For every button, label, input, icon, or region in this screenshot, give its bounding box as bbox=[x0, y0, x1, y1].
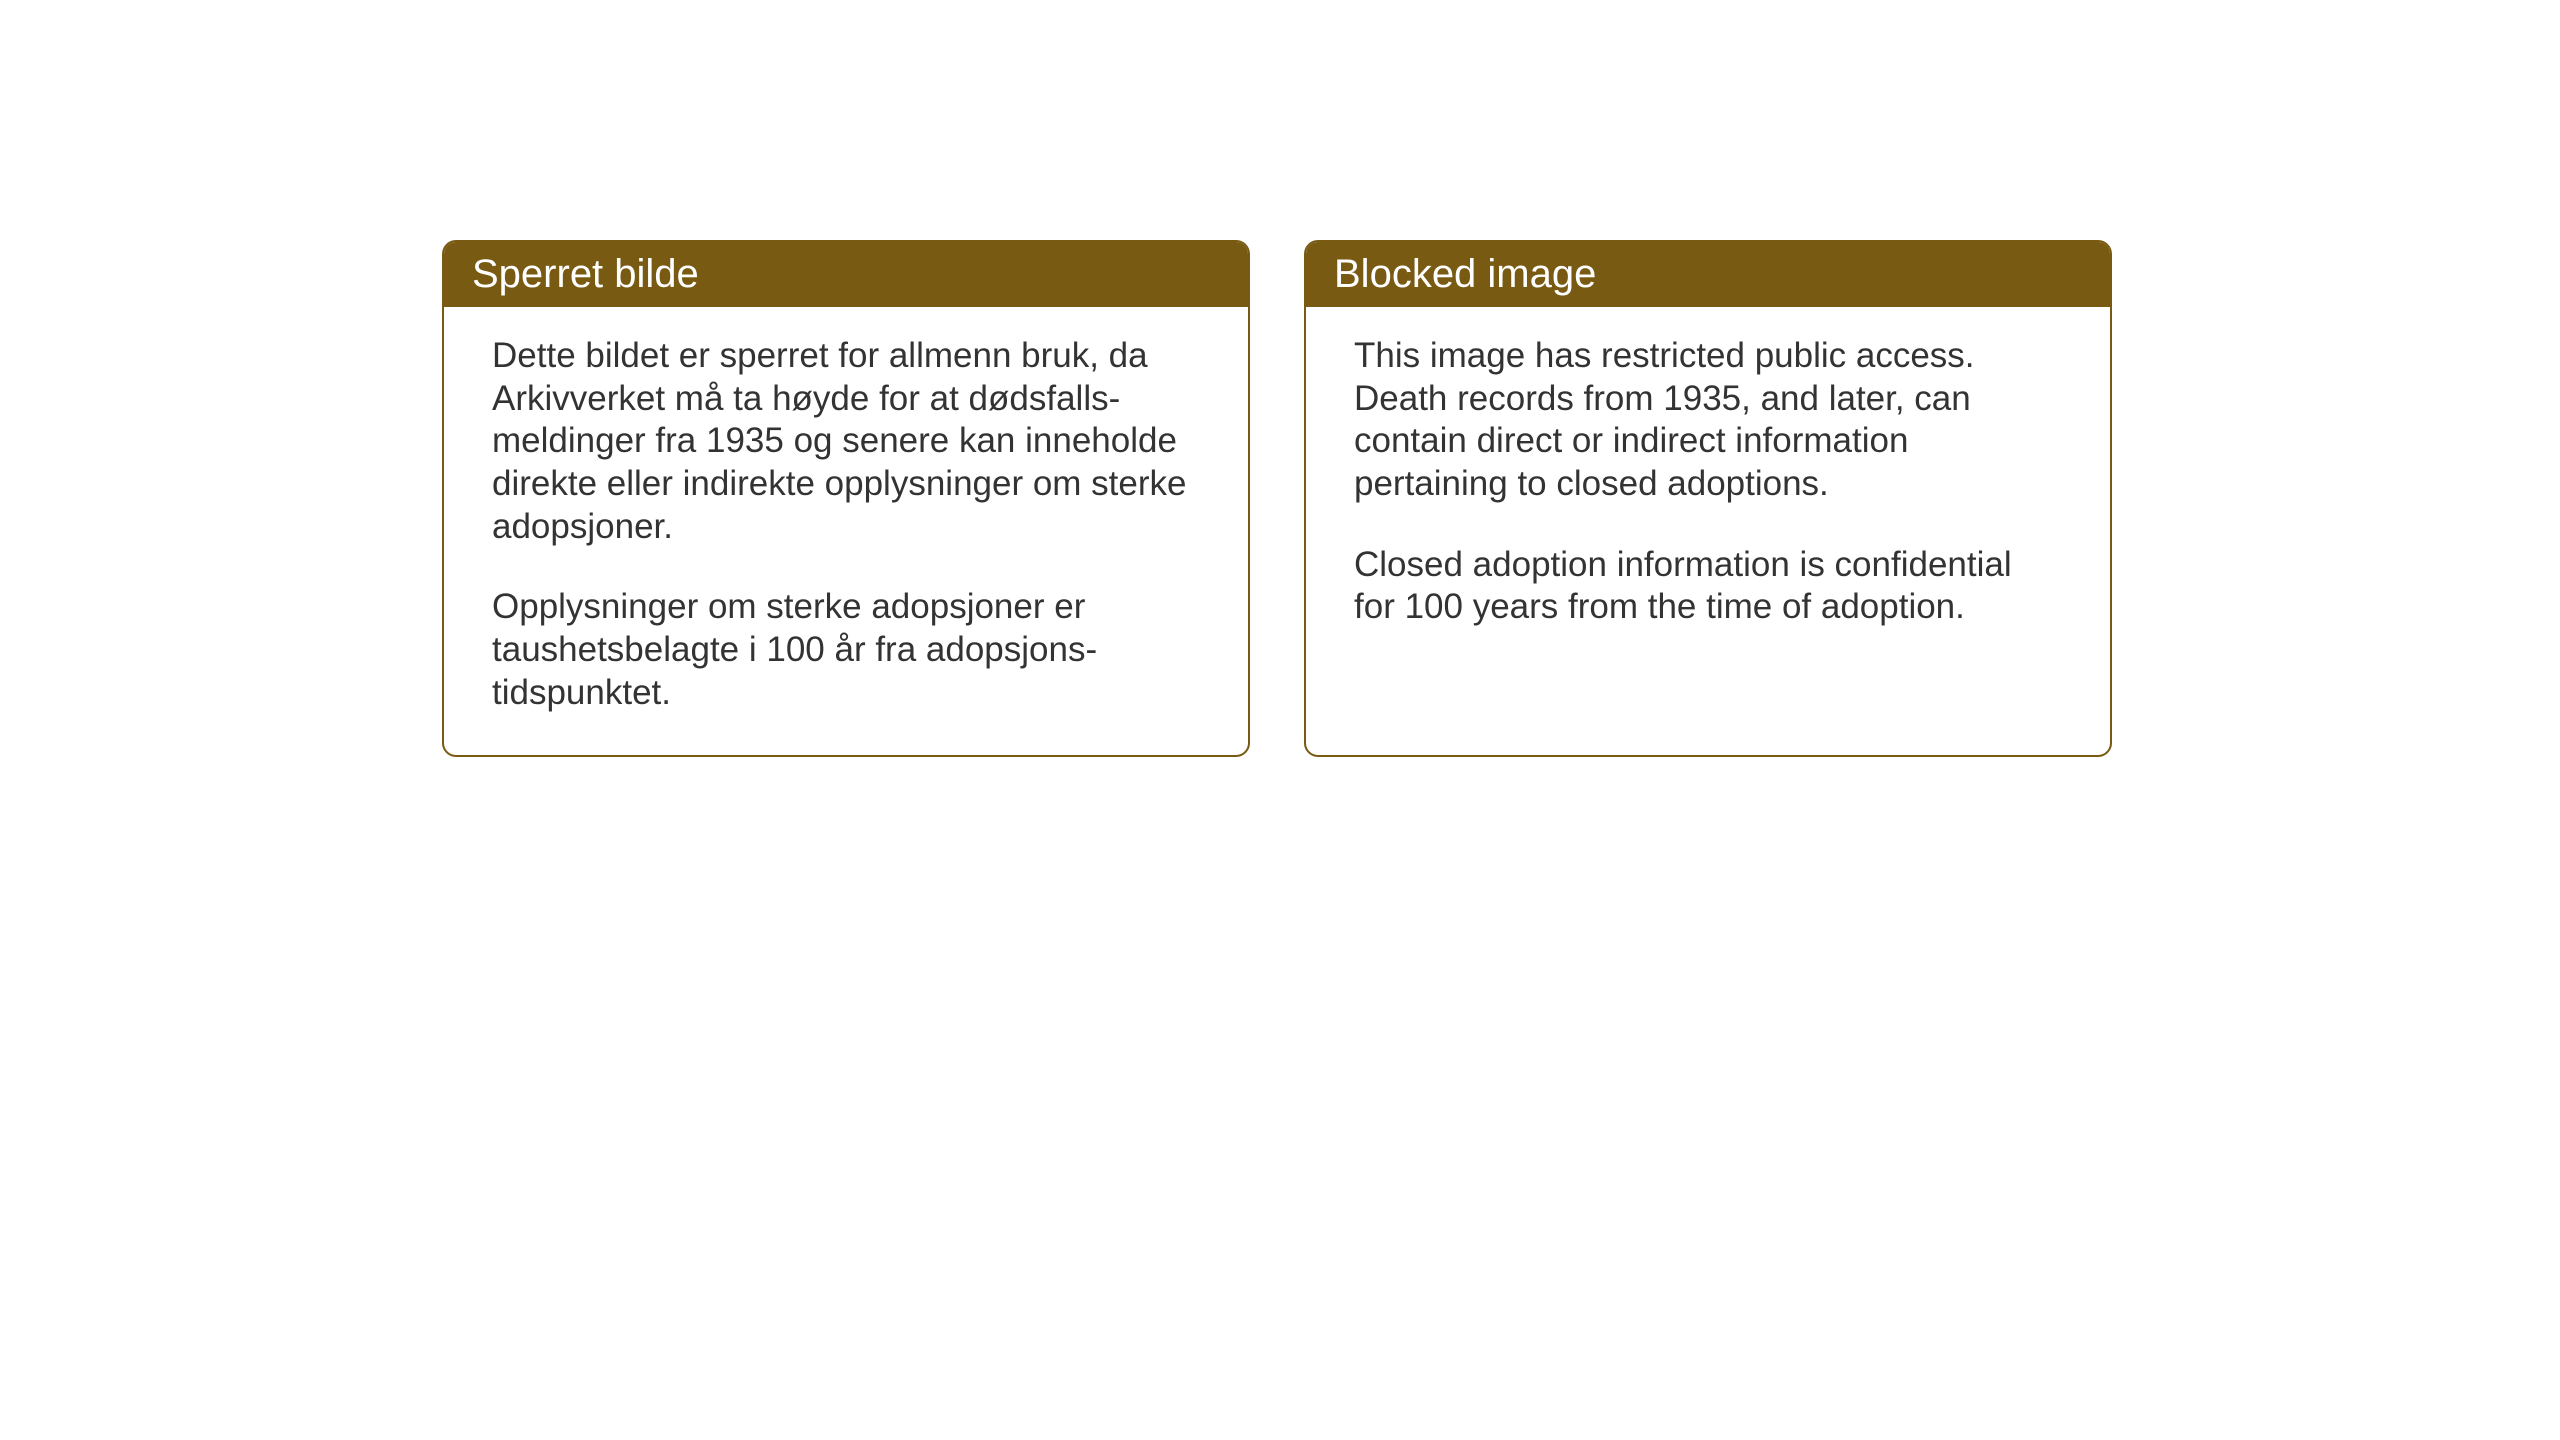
norwegian-paragraph-1: Dette bildet er sperret for allmenn bruk… bbox=[492, 335, 1200, 548]
norwegian-notice-card: Sperret bilde Dette bildet er sperret fo… bbox=[442, 240, 1250, 757]
norwegian-paragraph-2: Opplysninger om sterke adopsjoner er tau… bbox=[492, 586, 1200, 714]
english-notice-card: Blocked image This image has restricted … bbox=[1304, 240, 2112, 757]
english-paragraph-2: Closed adoption information is confident… bbox=[1354, 544, 2062, 629]
norwegian-card-title: Sperret bilde bbox=[444, 242, 1248, 307]
english-card-body: This image has restricted public access.… bbox=[1306, 307, 2110, 727]
notice-container: Sperret bilde Dette bildet er sperret fo… bbox=[442, 240, 2112, 757]
english-card-title: Blocked image bbox=[1306, 242, 2110, 307]
english-paragraph-1: This image has restricted public access.… bbox=[1354, 335, 2062, 506]
norwegian-card-body: Dette bildet er sperret for allmenn bruk… bbox=[444, 307, 1248, 755]
